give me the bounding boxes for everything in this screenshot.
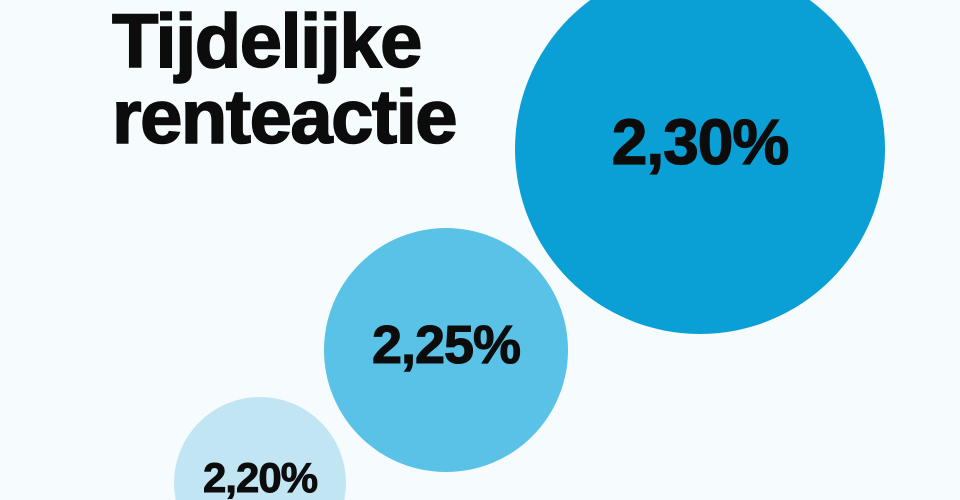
bubble-rate-2-25: 2,25% [324,228,568,472]
bubble-rate-2-20-label: 2,20% [202,454,319,500]
title-line-2: renteactie [111,75,458,160]
bubble-rate-2-30: 2,30% [515,0,885,334]
page-title: Tijdelijke renteactie [111,0,458,160]
bubble-rate-2-20: 2,20% [174,397,346,500]
bubble-rate-2-30-label: 2,30% [611,105,790,178]
title-line-1: Tijdelijke [111,0,423,84]
bubble-rate-2-25-label: 2,25% [371,314,521,375]
